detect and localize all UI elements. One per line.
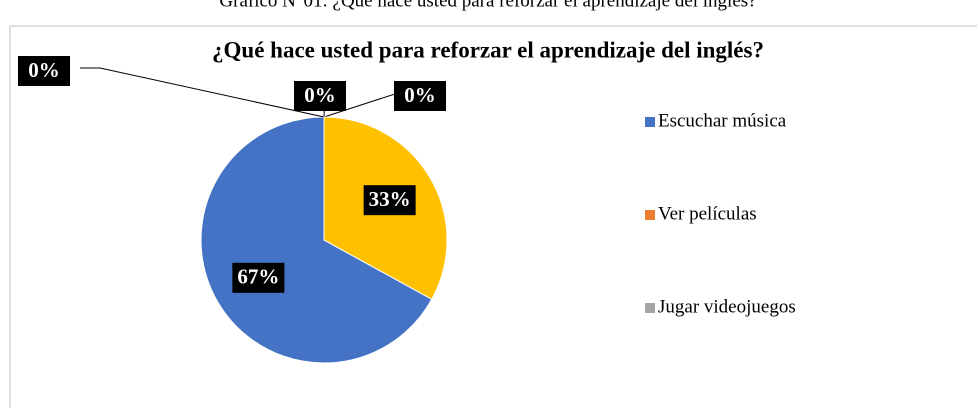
data-label-bg [232,262,285,293]
chart-border [9,25,977,408]
data-label: 33% [369,187,411,211]
legend-swatch [645,303,655,313]
legend-swatch [645,210,655,220]
data-label-bg [294,81,346,111]
data-label-bg [363,185,416,216]
data-label-bg [394,81,446,111]
data-label: 0% [304,83,336,107]
legend-label: Jugar videojuegos [658,296,796,317]
leader-line [80,67,325,118]
chart-title: ¿Qué hace usted para reforzar el aprendi… [212,37,764,62]
caption: Gráfico N°01: ¿Qué hace usted para refor… [219,0,756,11]
legend-swatch [645,117,655,127]
data-label: 0% [404,83,436,107]
data-label: 67% [237,265,279,289]
data-label: 0% [28,58,60,82]
leader-line [323,92,399,118]
pie-slice [200,116,433,364]
legend-label: Escuchar música [658,110,787,131]
legend-label: Ver películas [658,203,757,224]
data-label-bg [18,56,70,86]
